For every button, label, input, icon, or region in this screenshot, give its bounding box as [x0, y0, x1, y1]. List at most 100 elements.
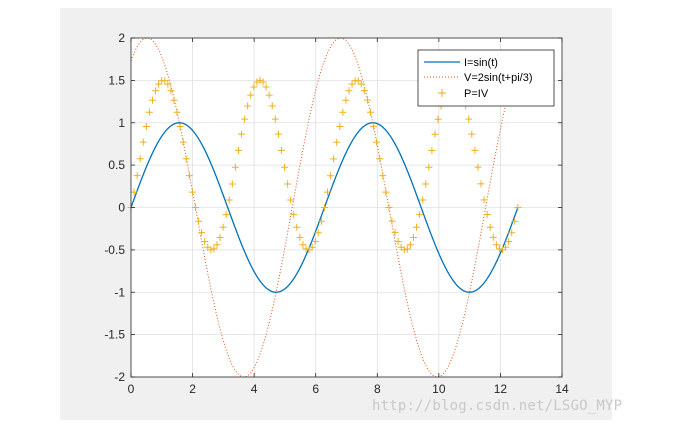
series-p-marker — [259, 78, 267, 86]
series-p-marker — [247, 91, 255, 99]
series-p-marker — [201, 237, 209, 245]
series-p-marker — [293, 223, 301, 231]
series-p-marker — [428, 146, 436, 154]
series-p-marker — [265, 91, 273, 99]
series-p-marker — [241, 115, 249, 123]
series-p-marker — [130, 188, 138, 196]
series-p-marker — [468, 130, 476, 138]
series-p-marker — [207, 246, 215, 254]
series-p-marker — [477, 180, 485, 188]
series-p-marker — [250, 83, 258, 91]
series-p-marker — [382, 188, 390, 196]
series-p-marker — [345, 87, 353, 95]
series-p-marker — [363, 96, 371, 104]
series-p-marker — [182, 155, 190, 163]
series-p-marker — [354, 77, 362, 85]
watermark-text: http://blog.csdn.net/LSGO_MYP — [372, 398, 623, 414]
series-p-marker — [385, 203, 393, 211]
series-p-marker — [167, 87, 175, 95]
series-p-marker — [376, 155, 384, 163]
legend-swatch-p — [438, 89, 446, 97]
series-p-marker — [400, 246, 408, 254]
series-p-marker — [379, 172, 387, 180]
series-p-marker — [231, 163, 239, 171]
y-tick-label: -1 — [114, 285, 125, 299]
series-p-marker — [474, 163, 482, 171]
series-p-marker — [373, 138, 381, 146]
series-p-marker — [357, 80, 365, 88]
series-p-marker — [287, 196, 295, 204]
series-p-marker — [388, 217, 396, 225]
series-p-marker — [176, 122, 184, 130]
series-p-marker — [148, 96, 156, 104]
x-tick-label: 0 — [128, 382, 135, 396]
series-p-marker — [296, 233, 304, 241]
tick-marks — [130, 37, 563, 378]
series-p-marker — [133, 172, 141, 180]
series-p-marker — [317, 217, 325, 225]
series-p-marker — [314, 229, 322, 237]
legend-box — [417, 49, 555, 107]
x-tick-label: 6 — [312, 382, 319, 396]
series-p-marker — [198, 229, 206, 237]
series-p-marker — [406, 241, 414, 249]
series-p-marker — [225, 196, 233, 204]
series-p-markers — [127, 76, 522, 254]
series-p-marker — [164, 80, 172, 88]
series-p-marker — [483, 211, 491, 219]
series-p-marker — [413, 223, 421, 231]
series-p-marker — [416, 211, 424, 219]
series-p-marker — [213, 241, 221, 249]
series-p-marker — [238, 130, 246, 138]
series-p-marker — [262, 83, 270, 91]
series-p-marker — [219, 223, 227, 231]
series-p-marker — [308, 243, 316, 251]
series-p-marker — [495, 245, 503, 253]
series-p-marker — [508, 229, 516, 237]
series-p-marker — [425, 163, 433, 171]
series-p-marker — [394, 237, 402, 245]
series-p-marker — [391, 229, 399, 237]
series-p-marker — [290, 211, 298, 219]
series-p-marker — [360, 87, 368, 95]
series-p-marker — [492, 241, 500, 249]
series-layer — [127, 37, 522, 378]
series-p-marker — [431, 130, 439, 138]
series-p-marker — [434, 115, 442, 123]
series-p-marker — [185, 172, 193, 180]
series-p-marker — [253, 78, 261, 86]
y-tick-label: 1 — [118, 116, 125, 130]
series-p-marker — [145, 108, 153, 116]
x-tick-label: 2 — [189, 382, 196, 396]
series-p-marker — [324, 188, 331, 196]
series-p-marker — [403, 245, 411, 253]
series-p-marker — [339, 108, 347, 116]
series-p-marker — [136, 155, 144, 163]
series-p-marker — [139, 138, 147, 146]
tick-labels: 0 2 4 6 8 10 12 14 -2 -1.5 -1 -0.5 0 0.5 1 1.5 2 — [104, 31, 569, 396]
series-p-marker — [505, 238, 513, 246]
series-p-marker — [152, 87, 160, 95]
series-p-marker — [366, 108, 374, 116]
series-p-marker — [327, 172, 335, 180]
y-tick-label: -0.5 — [104, 243, 125, 257]
series-p-marker — [188, 188, 196, 196]
series-p-marker — [271, 115, 279, 123]
legend-entry-p: P=IV — [464, 88, 489, 100]
series-p-marker — [222, 211, 230, 219]
series-p-marker — [256, 76, 264, 84]
series-p-marker — [161, 77, 169, 85]
x-tick-label: 4 — [251, 382, 258, 396]
series-p-marker — [511, 217, 519, 225]
y-tick-label: 1.5 — [108, 73, 125, 87]
series-p-marker — [179, 138, 187, 146]
series-p-marker — [330, 155, 338, 163]
series-p-marker — [277, 146, 285, 154]
x-tick-label: 8 — [374, 382, 381, 396]
series-p-marker — [173, 108, 181, 116]
series-p-marker — [419, 196, 427, 204]
series-p-marker — [299, 241, 307, 249]
series-p-marker — [228, 180, 236, 188]
series-p-marker — [155, 80, 163, 88]
